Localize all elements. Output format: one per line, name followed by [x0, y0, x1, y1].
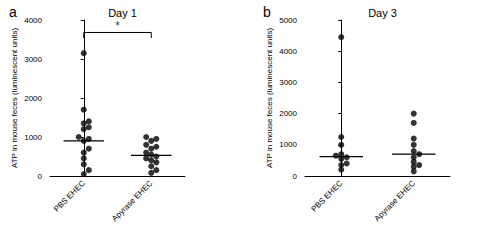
svg-text:Apyrase EHEC: Apyrase EHEC	[110, 179, 154, 223]
svg-text:4000: 4000	[24, 16, 42, 25]
svg-text:*: *	[115, 19, 120, 33]
svg-text:Day 1: Day 1	[108, 7, 137, 19]
svg-text:3000: 3000	[24, 55, 42, 64]
svg-text:2000: 2000	[279, 109, 297, 118]
svg-text:PBS EHEC: PBS EHEC	[52, 179, 87, 214]
svg-text:a: a	[9, 4, 17, 20]
svg-text:1000: 1000	[279, 140, 297, 149]
svg-text:0: 0	[293, 172, 298, 181]
svg-text:Apyrase EHEC: Apyrase EHEC	[373, 179, 417, 223]
svg-text:2000: 2000	[24, 94, 42, 103]
svg-text:3000: 3000	[279, 78, 297, 87]
svg-text:ATP in mouse feces (luminescen: ATP in mouse feces (luminescent units)	[265, 28, 274, 169]
svg-text:ATP in mouse feces (luminescen: ATP in mouse feces (luminescent units)	[10, 28, 19, 169]
svg-text:1000: 1000	[24, 133, 42, 142]
svg-text:4000: 4000	[279, 47, 297, 56]
svg-text:5000: 5000	[279, 16, 297, 25]
svg-text:PBS EHEC: PBS EHEC	[310, 179, 345, 214]
svg-text:Day 3: Day 3	[368, 7, 397, 19]
svg-text:b: b	[263, 4, 271, 20]
svg-text:0: 0	[38, 172, 43, 181]
